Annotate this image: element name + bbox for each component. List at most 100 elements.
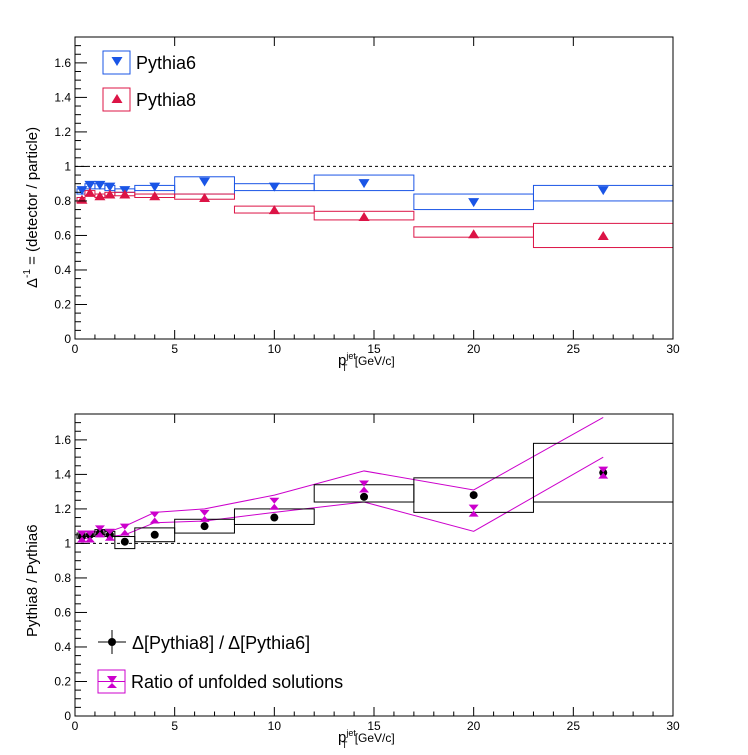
data-point [104, 528, 115, 541]
y-tick-label: 0.6 [54, 228, 71, 242]
svg-text:Pythia8: Pythia8 [136, 90, 196, 110]
svg-text:Δ[Pythia8] / Δ[Pythia6]: Δ[Pythia8] / Δ[Pythia6] [132, 633, 310, 653]
y-tick-label: 0.2 [54, 297, 71, 311]
legend-entry-unfolded-ratio: Ratio of unfolded solutions [97, 669, 343, 694]
y-tick-label: 1.4 [54, 90, 71, 104]
y-tick-label: 1.2 [54, 125, 71, 139]
x-tick-label: 5 [171, 719, 178, 733]
data-point [597, 230, 609, 240]
data-point [76, 186, 88, 196]
data-point [150, 530, 159, 539]
y-tick-label: 0.2 [54, 674, 71, 688]
x-tick-label: 15 [367, 342, 381, 356]
data-point [105, 530, 114, 539]
data-point [149, 191, 161, 201]
y-tick-label: 1 [64, 536, 71, 550]
data-point [199, 509, 210, 522]
x-tick-label: 5 [171, 342, 178, 356]
bottom-data-markers [76, 466, 609, 546]
data-point [358, 179, 370, 189]
y-tick-label: 1 [64, 159, 71, 173]
x-tick-label: 20 [467, 342, 481, 356]
y-tick-label: 0.8 [54, 571, 71, 585]
data-point [119, 523, 130, 536]
top-x-axis-title: pjet T [GeV/c] [338, 351, 395, 373]
triangle-down-icon [111, 57, 123, 66]
data-point [84, 180, 96, 190]
data-point [268, 182, 280, 192]
data-point [104, 182, 116, 192]
triangle-up-icon [111, 94, 123, 103]
x-tick-label: 10 [268, 719, 282, 733]
y-tick-label: 1.2 [54, 502, 71, 516]
data-point [268, 205, 280, 215]
bottom-legend: Δ[Pythia8] / Δ[Pythia6] Ratio of unfolde… [97, 630, 343, 694]
x-tick-label: 30 [666, 342, 680, 356]
data-point [269, 497, 280, 510]
y-tick-label: 0 [64, 709, 71, 723]
x-tick-label: 15 [367, 719, 381, 733]
top-panel: 0 5 10 15 20 25 30 0 0.2 0.4 0.6 0.8 1 1.2 1.4 1.6 pje… [22, 36, 680, 373]
top-data-markers [76, 177, 609, 240]
circle-marker-icon [108, 638, 116, 646]
data-point [76, 194, 88, 204]
top-legend: Pythia6 Pythia8 [102, 50, 196, 112]
x-tick-label: 0 [72, 719, 79, 733]
data-point [199, 177, 211, 187]
y-tick-label: 1.6 [54, 433, 71, 447]
data-point [597, 186, 609, 196]
data-point [360, 492, 369, 501]
data-point [200, 522, 209, 531]
bottom-panel: 0 5 10 15 20 25 30 0 0.2 0.4 0.6 0.8 1 1.2 1.4 1.6 pje… [24, 413, 680, 750]
x-tick-label: 0 [72, 342, 79, 356]
data-point [149, 182, 161, 192]
data-point [94, 191, 106, 201]
x-tick-label: 30 [666, 719, 680, 733]
systematic-box [114, 536, 136, 550]
data-point [468, 504, 479, 517]
data-point [468, 229, 480, 239]
svg-text:Ratio of unfolded solutions: Ratio of unfolded solutions [131, 672, 343, 692]
data-point [199, 192, 211, 202]
data-point [359, 480, 370, 493]
y-tick-label: 0.4 [54, 263, 71, 277]
data-point [469, 491, 478, 500]
y-tick-label: 1.6 [54, 56, 71, 70]
data-point [84, 530, 95, 543]
systematic-box [313, 174, 415, 192]
y-tick-label: 0.4 [54, 640, 71, 654]
y-tick-label: 1.4 [54, 467, 71, 481]
star-marker-icon [107, 676, 117, 688]
bottom-y-axis: 0 0.2 0.4 0.6 0.8 1 1.2 1.4 1.6 [54, 413, 87, 723]
data-point [94, 525, 105, 538]
systematic-box [134, 527, 176, 543]
data-point [120, 537, 129, 546]
data-point [76, 530, 87, 543]
data-point [94, 180, 106, 190]
y-tick-label: 0 [64, 332, 71, 346]
legend-entry-pythia6: Pythia6 [102, 50, 196, 75]
data-point [270, 513, 279, 522]
data-point [149, 511, 160, 524]
data-point [104, 189, 116, 199]
svg-text:Pythia6: Pythia6 [136, 53, 196, 73]
top-y-axis-title: Δ-1 = (detector / particle) [22, 127, 41, 288]
x-tick-label: 10 [268, 342, 282, 356]
bottom-x-axis-title: pjet T [GeV/c] [338, 728, 395, 750]
y-tick-label: 0.8 [54, 194, 71, 208]
data-point [119, 189, 131, 199]
bottom-x-axis: 0 5 10 15 20 25 30 [72, 414, 680, 733]
data-point [598, 466, 609, 479]
top-x-axis: 0 5 10 15 20 25 30 [72, 37, 680, 356]
data-point [358, 211, 370, 221]
legend-entry-pythia8: Pythia8 [102, 87, 196, 112]
data-point [599, 468, 608, 477]
data-point [84, 187, 96, 197]
data-point [468, 198, 480, 208]
x-tick-label: 20 [467, 719, 481, 733]
x-tick-label: 25 [567, 342, 581, 356]
legend-entry-delta-ratio: Δ[Pythia8] / Δ[Pythia6] [98, 630, 310, 654]
systematic-box [413, 193, 534, 211]
top-y-axis: 0 0.2 0.4 0.6 0.8 1 1.2 1.4 1.6 [54, 36, 87, 346]
